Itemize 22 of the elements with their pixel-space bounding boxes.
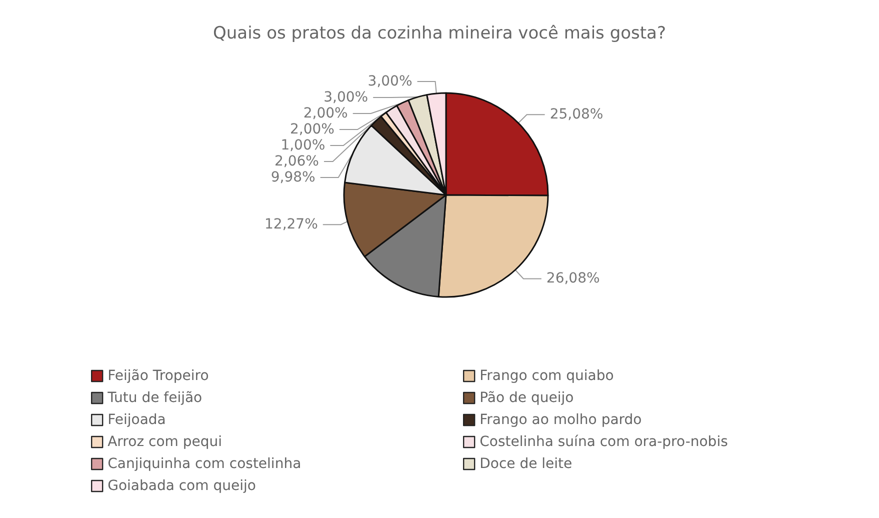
legend-label: Costelinha suína com ora-pro-nobis — [480, 434, 728, 450]
data-label: 12,27% — [264, 216, 318, 233]
data-label: 2,00% — [290, 122, 334, 138]
legend-label: Tutu de feijão — [106, 390, 202, 406]
legend-label: Feijão Tropeiro — [108, 368, 209, 384]
data-label: 9,98% — [270, 170, 316, 186]
legend-label: Doce de leite — [480, 456, 572, 472]
legend-label: Arroz com pequi — [108, 434, 222, 450]
legend-label: Frango com quiabo — [480, 368, 614, 384]
legend-label: Canjiquinha com costelinha — [108, 456, 302, 472]
chart-title: Quais os pratos da cozinha mineira você mais gosta? — [213, 24, 666, 44]
data-label: 3,00% — [324, 90, 368, 106]
data-label: 26,08% — [546, 270, 600, 287]
data-label: 2,06% — [274, 154, 319, 170]
legend-label: Frango ao molho pardo — [480, 412, 642, 428]
legend-label: Goiabada com queijo — [108, 478, 256, 494]
data-label: 3,00% — [368, 74, 412, 90]
legend-label: Pão de queijo — [480, 390, 574, 406]
data-label: 2,00% — [303, 106, 348, 122]
data-label: 1,00% — [280, 138, 326, 154]
data-label: 25,08% — [550, 106, 604, 123]
legend-label: Feijoada — [108, 412, 166, 428]
